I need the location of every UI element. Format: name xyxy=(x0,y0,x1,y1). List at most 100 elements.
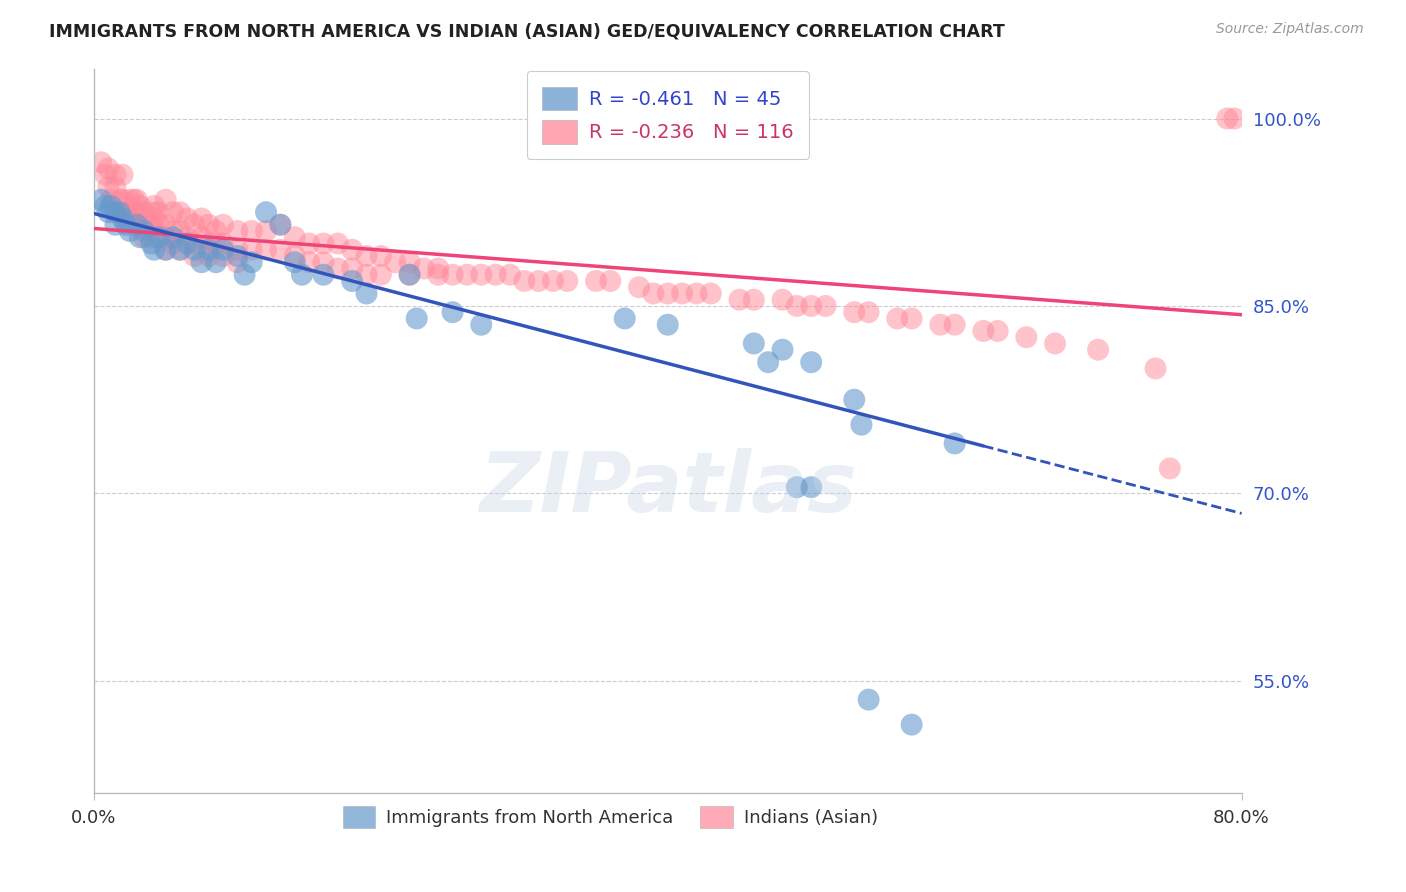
Point xyxy=(100,193,122,207)
Point xyxy=(786,480,808,494)
Point xyxy=(844,305,866,319)
Point xyxy=(456,268,478,282)
Point xyxy=(114,205,136,219)
Point xyxy=(541,274,564,288)
Point xyxy=(141,236,163,251)
Point xyxy=(441,305,464,319)
Point xyxy=(254,205,277,219)
Point xyxy=(118,224,141,238)
Point xyxy=(470,268,492,282)
Point xyxy=(155,243,177,257)
Point xyxy=(599,274,621,288)
Point xyxy=(125,218,148,232)
Point xyxy=(513,274,536,288)
Point xyxy=(326,236,349,251)
Point xyxy=(340,261,363,276)
Point xyxy=(628,280,651,294)
Point xyxy=(90,193,112,207)
Point xyxy=(183,236,205,251)
Point xyxy=(94,168,117,182)
Point xyxy=(108,193,131,207)
Point xyxy=(284,230,307,244)
Point xyxy=(169,243,191,257)
Point xyxy=(205,236,228,251)
Point xyxy=(108,205,131,219)
Point xyxy=(162,236,184,251)
Point xyxy=(987,324,1010,338)
Point xyxy=(1216,112,1239,126)
Point xyxy=(340,274,363,288)
Point xyxy=(197,249,219,263)
Point xyxy=(284,249,307,263)
Point xyxy=(205,255,228,269)
Point xyxy=(169,224,191,238)
Point xyxy=(190,211,212,226)
Point xyxy=(128,211,150,226)
Point xyxy=(527,274,550,288)
Point xyxy=(148,205,170,219)
Point xyxy=(1015,330,1038,344)
Point xyxy=(97,180,120,194)
Point xyxy=(212,218,235,232)
Point xyxy=(118,205,141,219)
Point xyxy=(162,205,184,219)
Point xyxy=(118,218,141,232)
Point xyxy=(212,249,235,263)
Point xyxy=(356,268,378,282)
Point xyxy=(125,218,148,232)
Point xyxy=(155,218,177,232)
Point xyxy=(929,318,952,332)
Point xyxy=(742,293,765,307)
Point xyxy=(643,286,665,301)
Point xyxy=(657,286,679,301)
Point xyxy=(141,218,163,232)
Text: IMMIGRANTS FROM NORTH AMERICA VS INDIAN (ASIAN) GED/EQUIVALENCY CORRELATION CHAR: IMMIGRANTS FROM NORTH AMERICA VS INDIAN … xyxy=(49,22,1005,40)
Point xyxy=(176,211,198,226)
Point xyxy=(226,255,249,269)
Point xyxy=(851,417,873,432)
Point xyxy=(141,205,163,219)
Point xyxy=(226,224,249,238)
Point xyxy=(398,255,420,269)
Point xyxy=(900,717,922,731)
Point xyxy=(190,255,212,269)
Point xyxy=(134,205,156,219)
Point xyxy=(858,305,880,319)
Point xyxy=(143,211,166,226)
Point xyxy=(240,224,263,238)
Point xyxy=(943,436,966,450)
Point xyxy=(728,293,751,307)
Point xyxy=(104,218,127,232)
Point xyxy=(269,218,291,232)
Point xyxy=(800,480,823,494)
Point xyxy=(197,236,219,251)
Point xyxy=(169,205,191,219)
Point xyxy=(155,193,177,207)
Point xyxy=(143,243,166,257)
Point xyxy=(298,255,321,269)
Point xyxy=(212,236,235,251)
Point xyxy=(772,343,794,357)
Point xyxy=(226,243,249,257)
Point xyxy=(134,224,156,238)
Point xyxy=(700,286,723,301)
Point xyxy=(125,193,148,207)
Point xyxy=(134,230,156,244)
Point xyxy=(233,268,256,282)
Point xyxy=(291,268,314,282)
Point xyxy=(125,205,148,219)
Point xyxy=(183,249,205,263)
Point xyxy=(122,205,145,219)
Point xyxy=(613,311,636,326)
Point xyxy=(340,243,363,257)
Point xyxy=(143,199,166,213)
Point xyxy=(155,243,177,257)
Point xyxy=(356,249,378,263)
Point xyxy=(212,243,235,257)
Point xyxy=(141,230,163,244)
Point xyxy=(1223,112,1246,126)
Point xyxy=(254,243,277,257)
Point xyxy=(122,193,145,207)
Point xyxy=(427,268,450,282)
Point xyxy=(370,268,392,282)
